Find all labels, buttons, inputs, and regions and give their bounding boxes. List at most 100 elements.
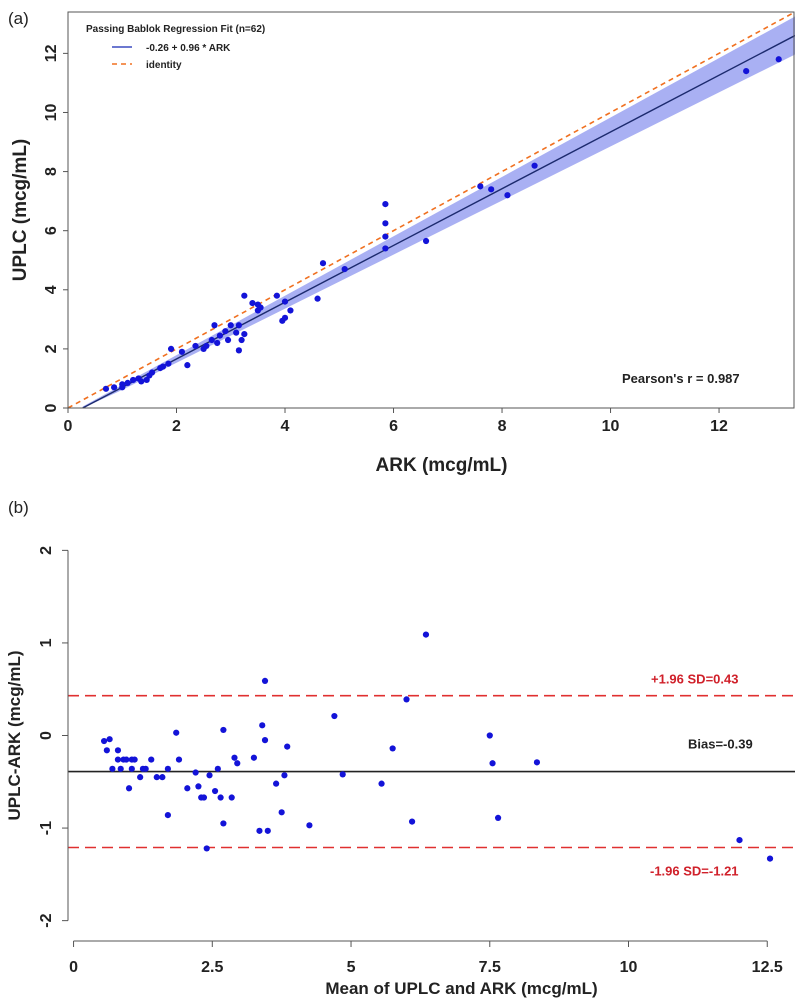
data-point [184, 785, 191, 792]
legend-entry-regression: -0.26 + 0.96 * ARK [146, 43, 231, 54]
data-point [306, 822, 313, 829]
data-point [319, 260, 327, 267]
data-point [148, 756, 155, 763]
data-point [241, 292, 248, 299]
data-point [339, 771, 346, 778]
data-point [102, 385, 110, 392]
data-point [261, 737, 269, 744]
data-point [284, 743, 291, 750]
data-point [123, 756, 130, 763]
data-point [203, 342, 210, 350]
data-point [250, 754, 258, 761]
data-point [216, 332, 224, 339]
y-tick-label-a: 10 [43, 103, 60, 121]
y-tick-label-b: -2 [38, 913, 55, 927]
data-point [124, 379, 131, 386]
data-point [100, 737, 108, 745]
lower-loa-label: -1.96 SD=-1.21 [650, 864, 739, 879]
data-point [227, 322, 234, 329]
data-point [403, 696, 410, 703]
data-point [504, 192, 511, 199]
data-point [281, 314, 289, 321]
y-tick-label-b: 2 [38, 546, 55, 555]
data-point [142, 765, 149, 772]
data-point [167, 345, 175, 352]
data-point [531, 162, 538, 169]
data-point [195, 783, 202, 790]
data-point [173, 729, 180, 736]
data-point [264, 827, 271, 834]
data-point [382, 200, 389, 208]
data-point [486, 732, 493, 739]
data-point [131, 756, 138, 763]
x-tick-label-b: 5 [347, 959, 356, 976]
data-point [111, 384, 118, 391]
data-point [222, 328, 229, 335]
plot-a-frame [67, 11, 795, 409]
data-point [175, 756, 183, 763]
identity-line [67, 11, 795, 409]
data-point [281, 772, 288, 779]
data-point [231, 754, 238, 761]
x-tick-label-a: 12 [710, 418, 728, 435]
data-point [159, 363, 167, 370]
data-point [278, 809, 285, 816]
regression-line [82, 34, 795, 409]
y-tick-label-b: -1 [38, 821, 55, 835]
x-tick-label-b: 2.5 [201, 959, 223, 976]
y-tick-label-a: 6 [43, 226, 60, 235]
y-tick-label-a: 12 [43, 44, 60, 62]
y-tick-label-a: 8 [43, 167, 60, 176]
data-point [214, 339, 221, 347]
legend-a: Passing Bablok Regression Fit (n=62) -0.… [86, 24, 265, 71]
data-point [241, 331, 248, 338]
data-point [192, 769, 199, 776]
x-tick-label-b: 12.5 [752, 959, 783, 976]
panel-a-label: (a) [8, 9, 29, 28]
data-point [378, 780, 385, 787]
data-point [128, 765, 135, 772]
data-point [389, 745, 396, 752]
data-point [488, 186, 495, 193]
data-point [192, 342, 199, 350]
data-point [130, 376, 137, 384]
data-point [220, 820, 227, 827]
data-point [736, 837, 743, 844]
y-axis-label-a: UPLC (mcg/mL) [10, 139, 31, 282]
data-point [203, 845, 210, 852]
y-tick-label-b: 1 [38, 638, 55, 647]
data-point [220, 726, 227, 734]
data-point [211, 787, 219, 795]
data-point [743, 68, 750, 75]
data-point [224, 336, 232, 344]
data-point [164, 812, 171, 819]
data-point [208, 336, 215, 344]
x-axis-label-b: Mean of UPLC and ARK (mcg/mL) [325, 979, 597, 998]
data-point [281, 298, 289, 305]
confidence-band [82, 16, 795, 409]
data-point [331, 712, 338, 720]
data-point [143, 376, 150, 384]
data-point [103, 747, 110, 754]
data-point [489, 760, 496, 767]
x-axis-label-a: ARK (mcg/mL) [376, 455, 508, 476]
data-point [341, 266, 348, 273]
y-tick-label-a: 2 [43, 344, 60, 353]
data-point [235, 347, 242, 354]
x-tick-label-a: 4 [281, 418, 290, 435]
data-point [153, 774, 160, 781]
upper-loa-label: +1.96 SD=0.43 [651, 672, 738, 687]
data-point [159, 774, 166, 781]
data-point [273, 292, 280, 299]
x-tick-label-a: 8 [498, 418, 507, 435]
data-point [422, 237, 430, 245]
data-point [217, 794, 224, 801]
data-point [114, 756, 122, 763]
data-point [287, 307, 294, 314]
data-point [165, 360, 172, 367]
data-point [119, 381, 126, 388]
data-point [214, 765, 221, 772]
data-point [766, 855, 774, 862]
data-point [164, 765, 171, 772]
